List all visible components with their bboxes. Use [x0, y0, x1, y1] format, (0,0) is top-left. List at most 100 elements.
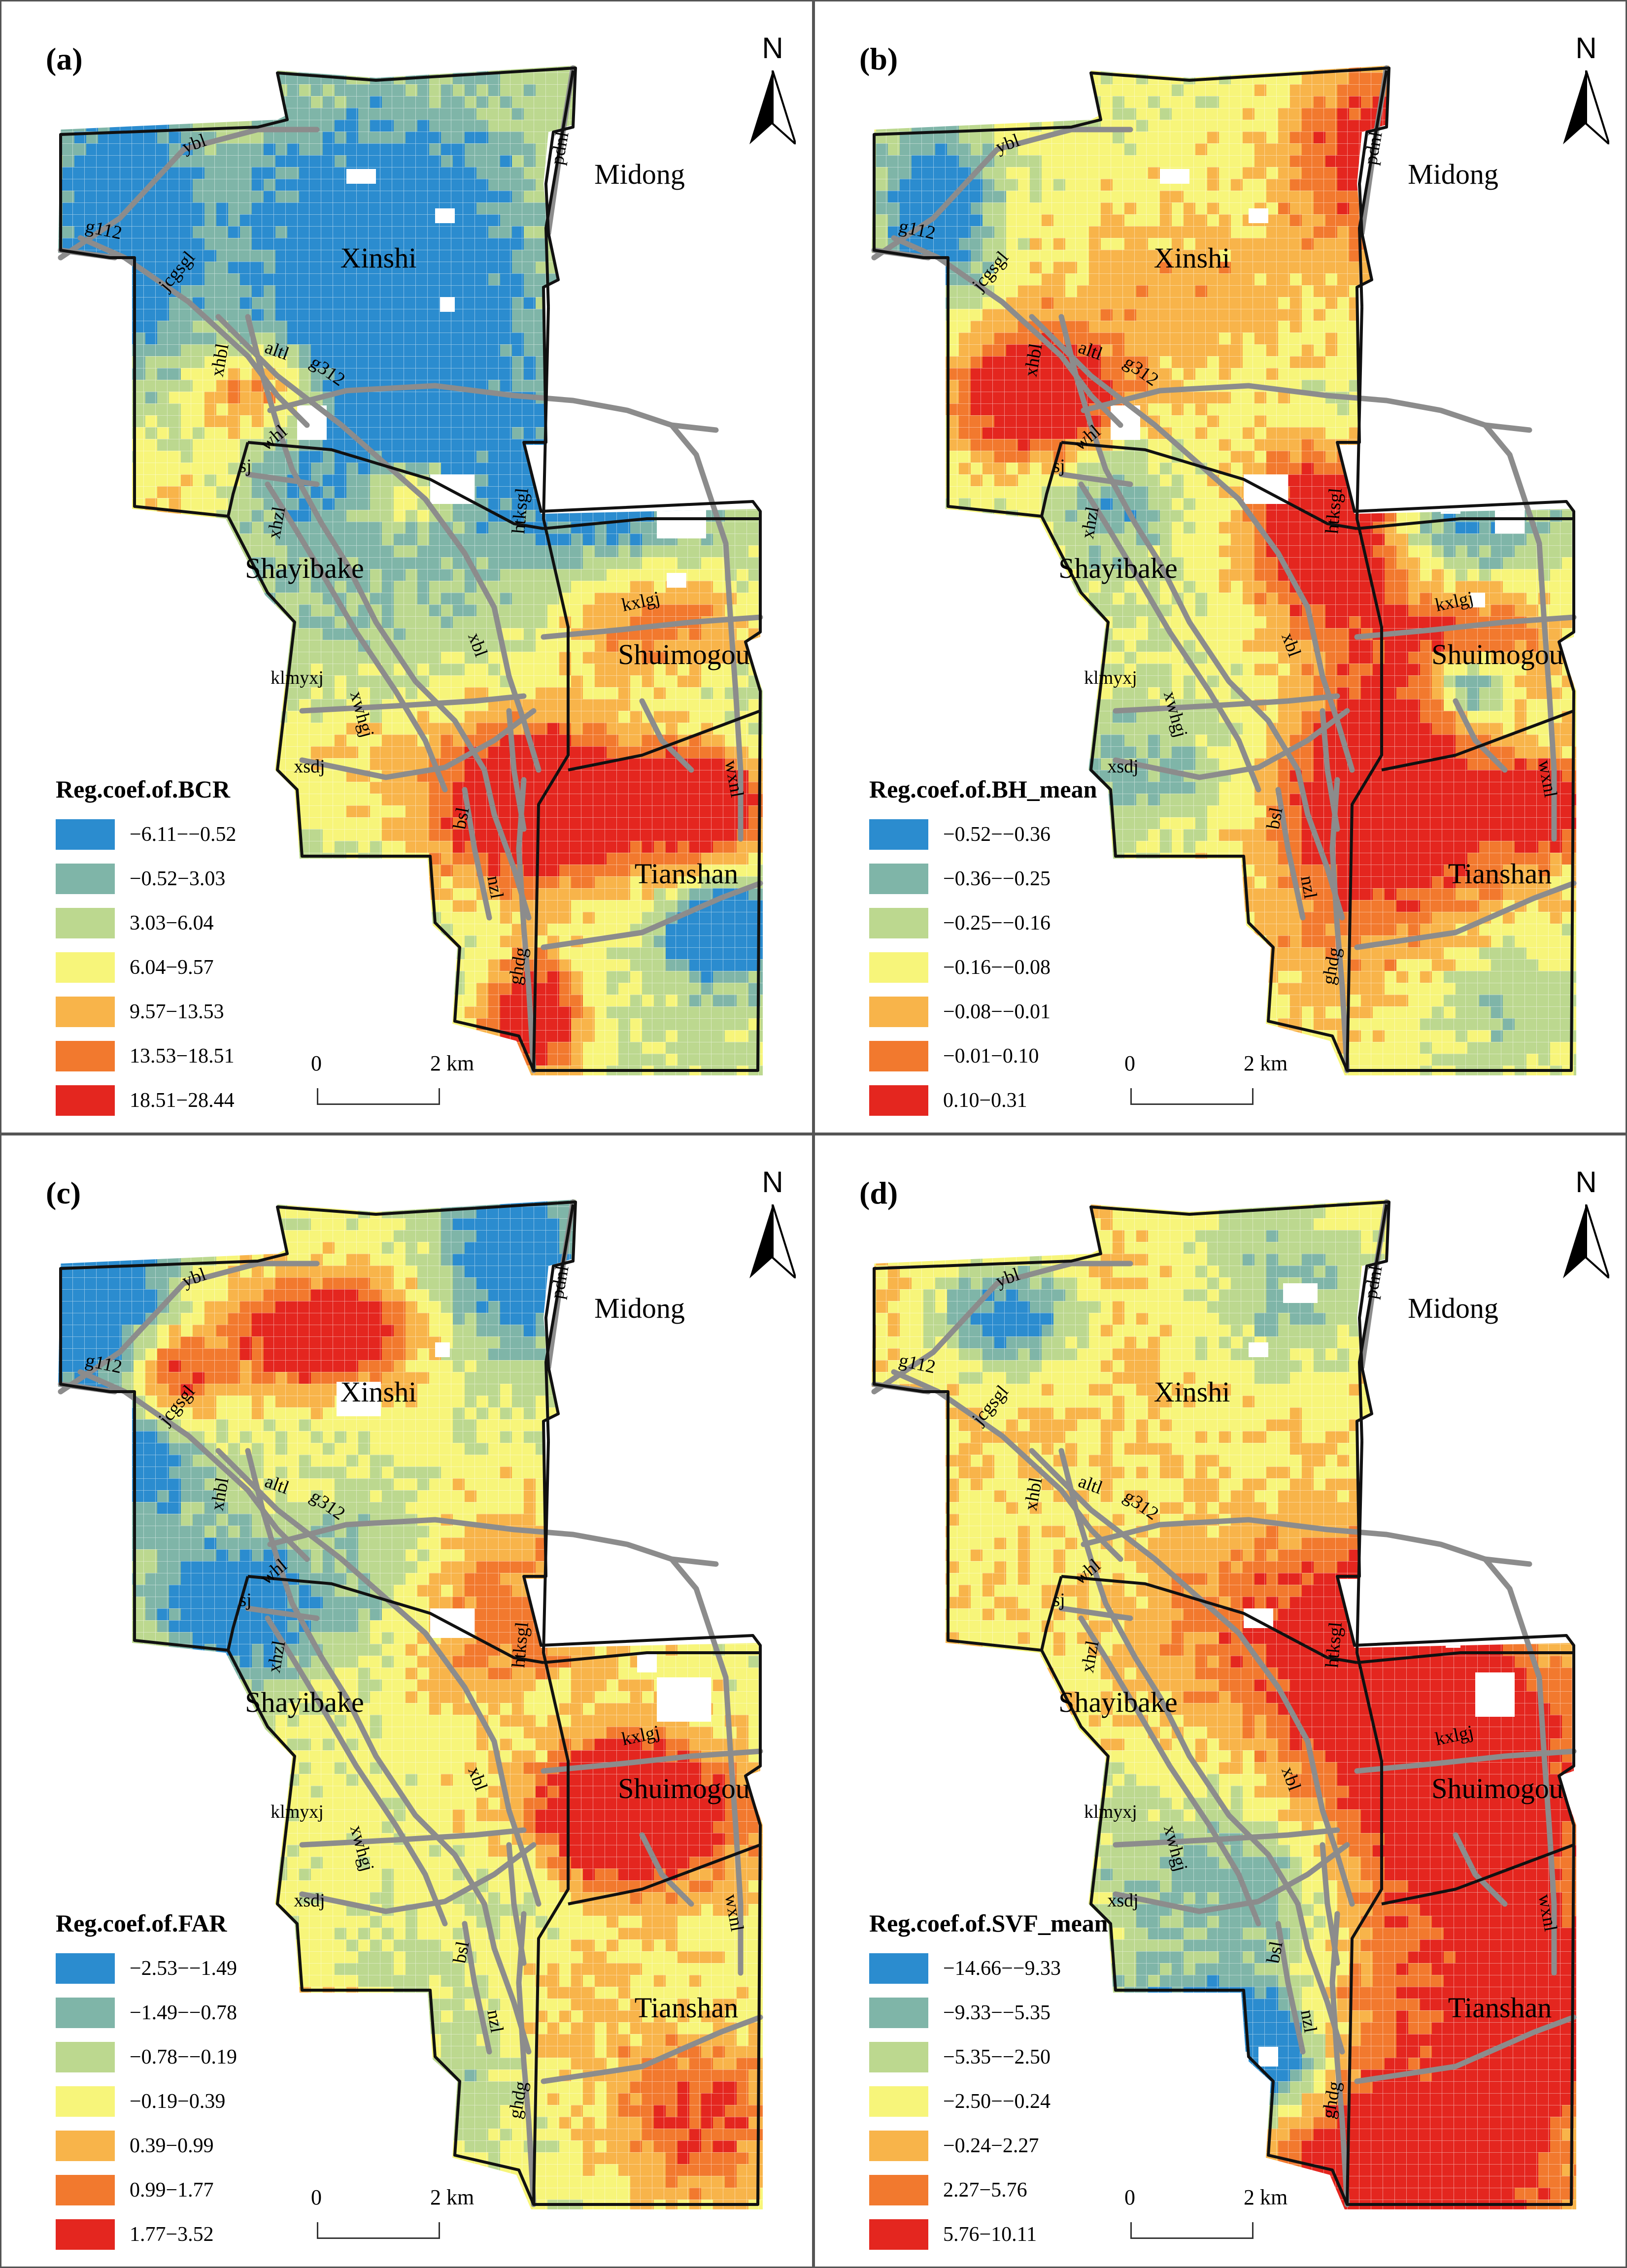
grid-cell: [713, 273, 725, 285]
grid-cell: [583, 72, 595, 84]
grid-cell: [370, 959, 382, 971]
grid-cell: [228, 699, 240, 711]
grid-cell: [122, 344, 134, 356]
grid-cell: [630, 451, 642, 463]
grid-cell: [559, 226, 571, 238]
grid-cell: [737, 474, 748, 486]
grid-cell: [169, 652, 181, 664]
grid-cell: [204, 652, 216, 664]
grid-cell: [240, 687, 252, 699]
grid-cell: [618, 226, 630, 238]
grid-cell: [642, 214, 654, 226]
grid-cell: [618, 427, 630, 439]
grid-cell: [571, 191, 583, 202]
grid-cell: [122, 593, 134, 604]
grid-cell: [58, 675, 63, 687]
grid-cell: [642, 262, 654, 273]
grid-cell: [240, 72, 252, 84]
grid-cell: [264, 72, 275, 84]
grid-cell: [134, 628, 145, 640]
grid-cell: [689, 392, 701, 403]
grid-cell: [760, 474, 763, 486]
grid-cell: [441, 947, 453, 959]
grid-cell: [666, 273, 678, 285]
grid-cell: [74, 344, 86, 356]
grid-cell: [74, 463, 86, 474]
grid-cell: [110, 723, 122, 734]
grid-cell: [74, 321, 86, 333]
grid-cell: [240, 746, 252, 758]
grid-cell: [311, 66, 323, 72]
grid-cell: [122, 711, 134, 723]
grid-cell: [760, 262, 763, 273]
grid-cell: [654, 474, 666, 486]
grid-cell: [701, 309, 713, 321]
grid-cell: [204, 604, 216, 616]
grid-cell: [559, 474, 571, 486]
grid-cell: [701, 226, 713, 238]
grid-cell: [737, 297, 748, 309]
grid-cell: [559, 427, 571, 439]
grid-cell: [240, 616, 252, 628]
grid-cell: [98, 734, 110, 746]
grid-cell: [216, 746, 228, 758]
grid-cell: [642, 96, 654, 108]
grid-cell: [204, 687, 216, 699]
grid-cell: [595, 285, 607, 297]
grid-cell: [630, 427, 642, 439]
grid-cell: [86, 534, 98, 545]
grid-cell: [571, 297, 583, 309]
grid-cell: [701, 143, 713, 155]
grid-cell: [157, 734, 169, 746]
grid-cell: [193, 581, 204, 593]
grid-cell: [642, 392, 654, 403]
grid-cell: [58, 84, 63, 96]
grid-cell: [666, 262, 678, 273]
grid-cell: [654, 262, 666, 273]
grid-cell: [63, 262, 74, 273]
grid-cell: [654, 486, 666, 498]
grid-cell: [642, 333, 654, 344]
grid-cell: [169, 723, 181, 734]
grid-cell: [181, 675, 193, 687]
grid-cell: [157, 96, 169, 108]
grid-cell: [689, 238, 701, 250]
grid-cell: [86, 557, 98, 569]
grid-cell: [748, 451, 760, 463]
grid-cell: [583, 356, 595, 368]
grid-cell: [737, 333, 748, 344]
grid-cell: [58, 569, 63, 581]
grid-cell: [571, 451, 583, 463]
grid-cell: [689, 486, 701, 498]
grid-cell: [181, 604, 193, 616]
grid-cell: [145, 699, 157, 711]
grid-cell: [618, 84, 630, 96]
grid-cell: [559, 498, 571, 510]
grid-cell: [58, 297, 63, 309]
grid-cell: [145, 640, 157, 652]
grid-cell: [181, 628, 193, 640]
grid-cell: [654, 108, 666, 120]
grid-cell: [394, 900, 406, 912]
grid-cell: [725, 297, 737, 309]
grid-cell: [169, 522, 181, 534]
grid-cell: [666, 344, 678, 356]
grid-cell: [618, 250, 630, 262]
grid-cell: [737, 155, 748, 167]
grid-cell: [110, 486, 122, 498]
grid-cell: [689, 72, 701, 84]
grid-cell: [737, 392, 748, 403]
grid-cell: [642, 380, 654, 392]
grid-cell: [583, 202, 595, 214]
grid-cell: [74, 569, 86, 581]
grid-cell: [63, 628, 74, 640]
grid-cell: [228, 711, 240, 723]
grid-cell: [406, 66, 417, 72]
grid-cell: [134, 675, 145, 687]
grid-cell: [583, 380, 595, 392]
grid-cell: [559, 250, 571, 262]
grid-cell: [678, 368, 689, 380]
grid-cell: [760, 333, 763, 344]
grid-cell: [86, 628, 98, 640]
grid-cell: [122, 84, 134, 96]
